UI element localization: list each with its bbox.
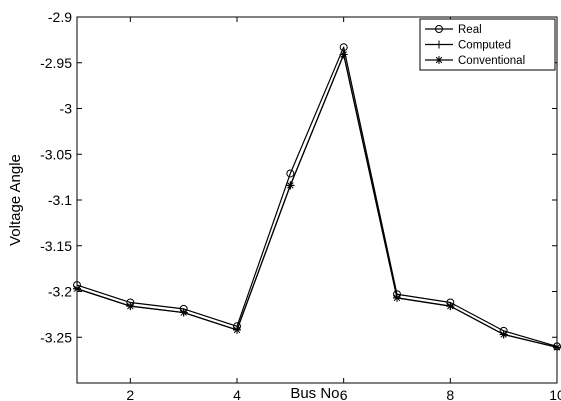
series-line-real — [76, 46, 558, 347]
data-point-conventional — [553, 343, 561, 352]
data-point-conventional — [339, 50, 348, 59]
legend-item-computed: Computed — [425, 40, 511, 52]
legend: Real Computed Conventional — [419, 18, 556, 71]
y-tick-label: -3.2 — [48, 284, 72, 300]
data-point-conventional — [446, 302, 455, 311]
data-point-real — [286, 169, 295, 178]
x-tick-label: 4 — [233, 387, 241, 401]
legend-marker-real — [435, 25, 443, 33]
data-point-conventional — [126, 302, 135, 311]
plot-area — [76, 16, 558, 384]
x-tick-label: 10 — [549, 387, 561, 401]
y-tick-label: -3.1 — [48, 192, 72, 208]
y-tick-label: -3.05 — [40, 146, 72, 162]
series-layer — [73, 43, 561, 352]
data-point-conventional — [73, 284, 81, 293]
y-tick-label: -2.9 — [48, 9, 72, 25]
data-point-conventional — [179, 308, 188, 317]
x-tick-label: 6 — [340, 387, 348, 401]
legend-item-conventional: Conventional — [425, 55, 525, 67]
data-point-conventional — [233, 325, 241, 334]
legend-label-computed: Computed — [458, 40, 511, 52]
y-tick-label: -3 — [60, 101, 73, 117]
series-line-conventional — [76, 53, 558, 348]
y-tick-label: -2.95 — [40, 55, 72, 71]
legend-label-real: Real — [458, 24, 482, 36]
legend-item-real: Real — [425, 24, 482, 36]
series-conventional — [73, 50, 561, 352]
axes-layer: 2 4 6 8 10 -2.9 -2.95 -3 -3.05 -3.1 -3.15 -3.2 -3.25 — [40, 9, 561, 401]
legend-marker-conventional — [435, 56, 443, 64]
y-tick-label: -3.25 — [40, 329, 72, 345]
data-point-conventional — [499, 330, 508, 339]
y-axis-title: Voltage Angle — [7, 154, 24, 246]
x-tick-label: 8 — [446, 387, 454, 401]
y-tick-label: -3.15 — [40, 238, 72, 254]
data-point-conventional — [393, 293, 401, 302]
legend-marker-computed — [435, 40, 443, 49]
x-axis-title: Bus No. — [290, 385, 343, 401]
data-point-conventional — [286, 181, 295, 190]
x-tick-label: 2 — [126, 387, 134, 401]
legend-label-conventional: Conventional — [458, 55, 525, 67]
